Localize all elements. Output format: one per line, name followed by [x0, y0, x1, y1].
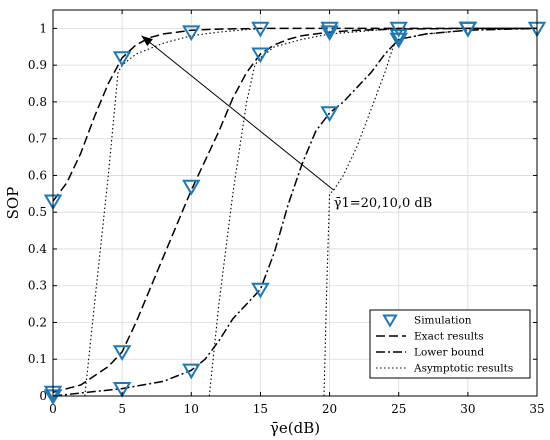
- series-line-asymptotic: [323, 27, 538, 397]
- simulation-markers: [43, 21, 547, 406]
- simulation-marker: [112, 345, 132, 361]
- series-line-lower-bound: [52, 27, 538, 397]
- series-line-asymptotic: [84, 27, 261, 397]
- axis-ticks: 0 5 10 15 20 25 30 35 0 0.1 0.2 0.3 0.4 0.5 0.6 0.7 0.8 0…: [28, 10, 545, 416]
- y-tick-label: 0.8: [28, 95, 47, 109]
- y-tick-label: 0.4: [28, 242, 47, 256]
- y-tick-label: 0.5: [28, 205, 47, 219]
- x-tick-label: 35: [529, 402, 544, 416]
- legend-swatch-simulation: [382, 314, 398, 328]
- y-tick-label: 0.3: [28, 279, 47, 293]
- annotation-label: γ̄1=20,10,0 dB: [334, 196, 433, 211]
- x-tick-label: 0: [49, 402, 57, 416]
- y-axis-title: SOP: [4, 187, 22, 220]
- x-tick-label: 5: [118, 402, 126, 416]
- simulation-marker: [182, 363, 201, 380]
- simulation-marker: [320, 25, 339, 42]
- simulation-marker: [182, 179, 201, 196]
- y-tick-label: 0.1: [28, 352, 47, 366]
- simulation-marker: [251, 47, 270, 64]
- simulation-marker: [112, 382, 132, 398]
- x-axis-title: γ̄e(dB): [270, 419, 320, 437]
- y-tick-label: 0.2: [28, 315, 47, 329]
- y-tick-label: 0: [39, 389, 47, 403]
- simulation-marker: [182, 25, 201, 42]
- annotation-arrowhead: [141, 35, 153, 47]
- legend: Simulation Exact results Lower bound Asympt…: [369, 309, 531, 379]
- x-tick-label: 15: [253, 402, 268, 416]
- legend-box: [369, 309, 531, 379]
- simulation-marker: [251, 282, 270, 299]
- series-line-exact: [52, 27, 537, 394]
- legend-entry-label: Lower bound: [414, 347, 484, 359]
- simulation-marker: [389, 29, 408, 45]
- plot-lines: [52, 27, 538, 397]
- simulation-marker: [320, 21, 339, 38]
- annotation: γ̄1=20,10,0 dB: [141, 35, 433, 211]
- legend-entry-label: Asymptotic results: [413, 363, 513, 375]
- x-tick-label: 20: [322, 402, 337, 416]
- y-tick-label: 0.7: [28, 132, 47, 146]
- series-line-exact: [52, 27, 537, 202]
- simulation-marker: [251, 21, 270, 38]
- plot-frame: [52, 9, 538, 397]
- simulation-marker: [320, 106, 339, 123]
- x-tick-label: 10: [184, 402, 199, 416]
- simulation-marker: [389, 32, 408, 49]
- y-tick-label: 1: [39, 21, 47, 35]
- legend-entry-label: Simulation: [414, 315, 472, 327]
- legend-entry-label: Exact results: [414, 331, 484, 343]
- x-tick-label: 30: [460, 402, 475, 416]
- y-tick-label: 0.9: [28, 58, 47, 72]
- y-tick-label: 0.6: [28, 168, 47, 182]
- annotation-arrow: [141, 35, 335, 191]
- simulation-marker: [458, 21, 478, 38]
- x-tick-label: 25: [391, 402, 406, 416]
- simulation-marker: [112, 51, 132, 67]
